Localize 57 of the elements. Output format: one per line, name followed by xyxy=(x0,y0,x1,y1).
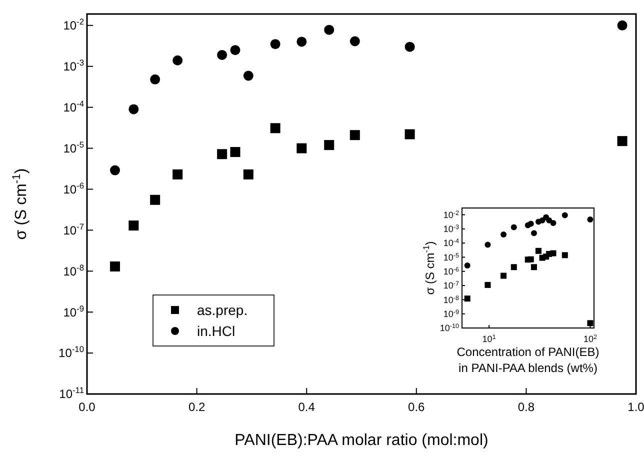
point xyxy=(350,36,360,46)
y-tick-label: 10$^{-11}$ xyxy=(59,385,84,402)
x-tick-label: 0.0 xyxy=(78,400,96,414)
y-tick-label: 10$^{-9}$ xyxy=(443,308,460,319)
point xyxy=(128,104,139,114)
legend-label: as.prep. xyxy=(197,302,248,318)
y-tick-label: 10$^{-6}$ xyxy=(63,180,84,196)
y-tick-label: 10$^{-2}$ xyxy=(63,16,84,33)
y-tick-label: 10$^{-2}$ xyxy=(443,209,460,220)
point xyxy=(110,261,120,272)
point xyxy=(172,169,183,180)
point xyxy=(243,169,254,180)
point xyxy=(230,147,240,158)
y-tick-label: 10$^{-10}$ xyxy=(440,322,460,334)
point xyxy=(350,130,360,140)
point xyxy=(150,194,160,205)
point xyxy=(296,143,307,154)
point xyxy=(617,20,628,30)
point xyxy=(404,129,415,140)
x-axis-title: PANI(EB):PAA molar ratio (mol:mol) xyxy=(234,432,488,449)
y-tick-label: 10$^{-5}$ xyxy=(443,252,460,262)
x-tick-label: 10$^{2}$ xyxy=(583,334,598,344)
point xyxy=(172,55,183,66)
y-tick-label: 10$^{-3}$ xyxy=(63,58,84,74)
point xyxy=(617,136,628,146)
point xyxy=(324,140,334,150)
y-tick-label: 10$^{-7}$ xyxy=(63,221,84,238)
y-tick-label: 10$^{-7}$ xyxy=(443,280,460,291)
point xyxy=(150,74,160,84)
x-tick-label: 0.4 xyxy=(298,400,316,414)
y-tick-label: 10$^{-10}$ xyxy=(58,344,84,360)
point xyxy=(230,45,240,56)
x-tick-label: 10$^{1}$ xyxy=(482,334,496,344)
x-tick-label: 0.8 xyxy=(518,400,535,414)
y-tick-label: 10$^{-9}$ xyxy=(63,303,84,320)
y-tick-label: 10$^{-5}$ xyxy=(63,139,84,156)
y-tick-label: 10$^{-4}$ xyxy=(443,238,460,248)
point xyxy=(404,42,415,52)
point xyxy=(217,149,228,160)
x-tick-label: 1.0 xyxy=(628,400,644,414)
x-axis-title: Concentration of PANI(EB) in PANI-PAA blends (wt%) xyxy=(456,345,600,376)
y-tick-label: 10$^{-8}$ xyxy=(63,262,84,278)
point xyxy=(270,123,280,134)
legend-label: in.HCl xyxy=(197,323,236,339)
point xyxy=(243,70,254,81)
x-tick-label: 0.6 xyxy=(408,400,426,414)
y-tick-label: 10$^{-6}$ xyxy=(443,266,460,277)
point xyxy=(296,36,307,47)
point xyxy=(128,220,139,231)
point xyxy=(324,24,334,35)
point xyxy=(110,165,120,176)
point xyxy=(217,50,228,60)
point xyxy=(270,39,280,50)
x-tick-label: 0.2 xyxy=(188,400,206,414)
y-tick-label: 10$^{-3}$ xyxy=(443,224,460,234)
y-tick-label: 10$^{-8}$ xyxy=(443,294,460,305)
y-tick-label: 10$^{-4}$ xyxy=(63,98,84,115)
